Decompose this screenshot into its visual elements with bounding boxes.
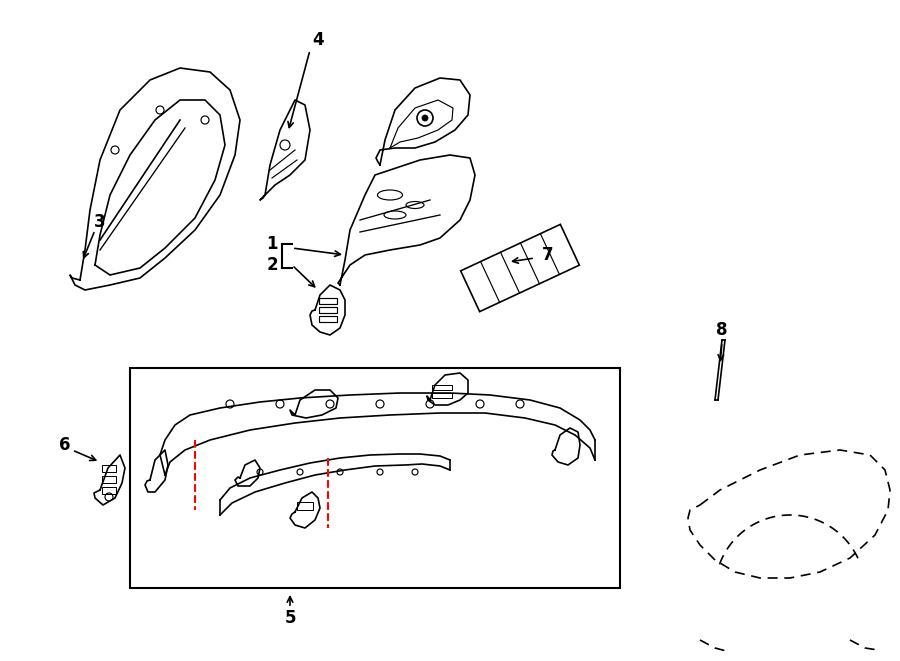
Text: 4: 4 <box>312 31 324 49</box>
Bar <box>432 385 452 390</box>
Text: 5: 5 <box>284 609 296 627</box>
Circle shape <box>422 115 428 121</box>
Text: 8: 8 <box>716 321 728 339</box>
Bar <box>102 487 116 494</box>
Bar <box>102 476 116 483</box>
Bar <box>432 393 452 398</box>
Text: 1: 1 <box>266 235 278 253</box>
Text: 3: 3 <box>94 213 106 231</box>
Text: 7: 7 <box>542 246 554 264</box>
Bar <box>319 316 337 322</box>
Bar <box>102 465 116 472</box>
Bar <box>319 307 337 313</box>
Text: 6: 6 <box>59 436 71 454</box>
Bar <box>319 298 337 304</box>
Text: 2: 2 <box>266 256 278 274</box>
Bar <box>130 368 620 588</box>
Bar <box>297 502 313 510</box>
